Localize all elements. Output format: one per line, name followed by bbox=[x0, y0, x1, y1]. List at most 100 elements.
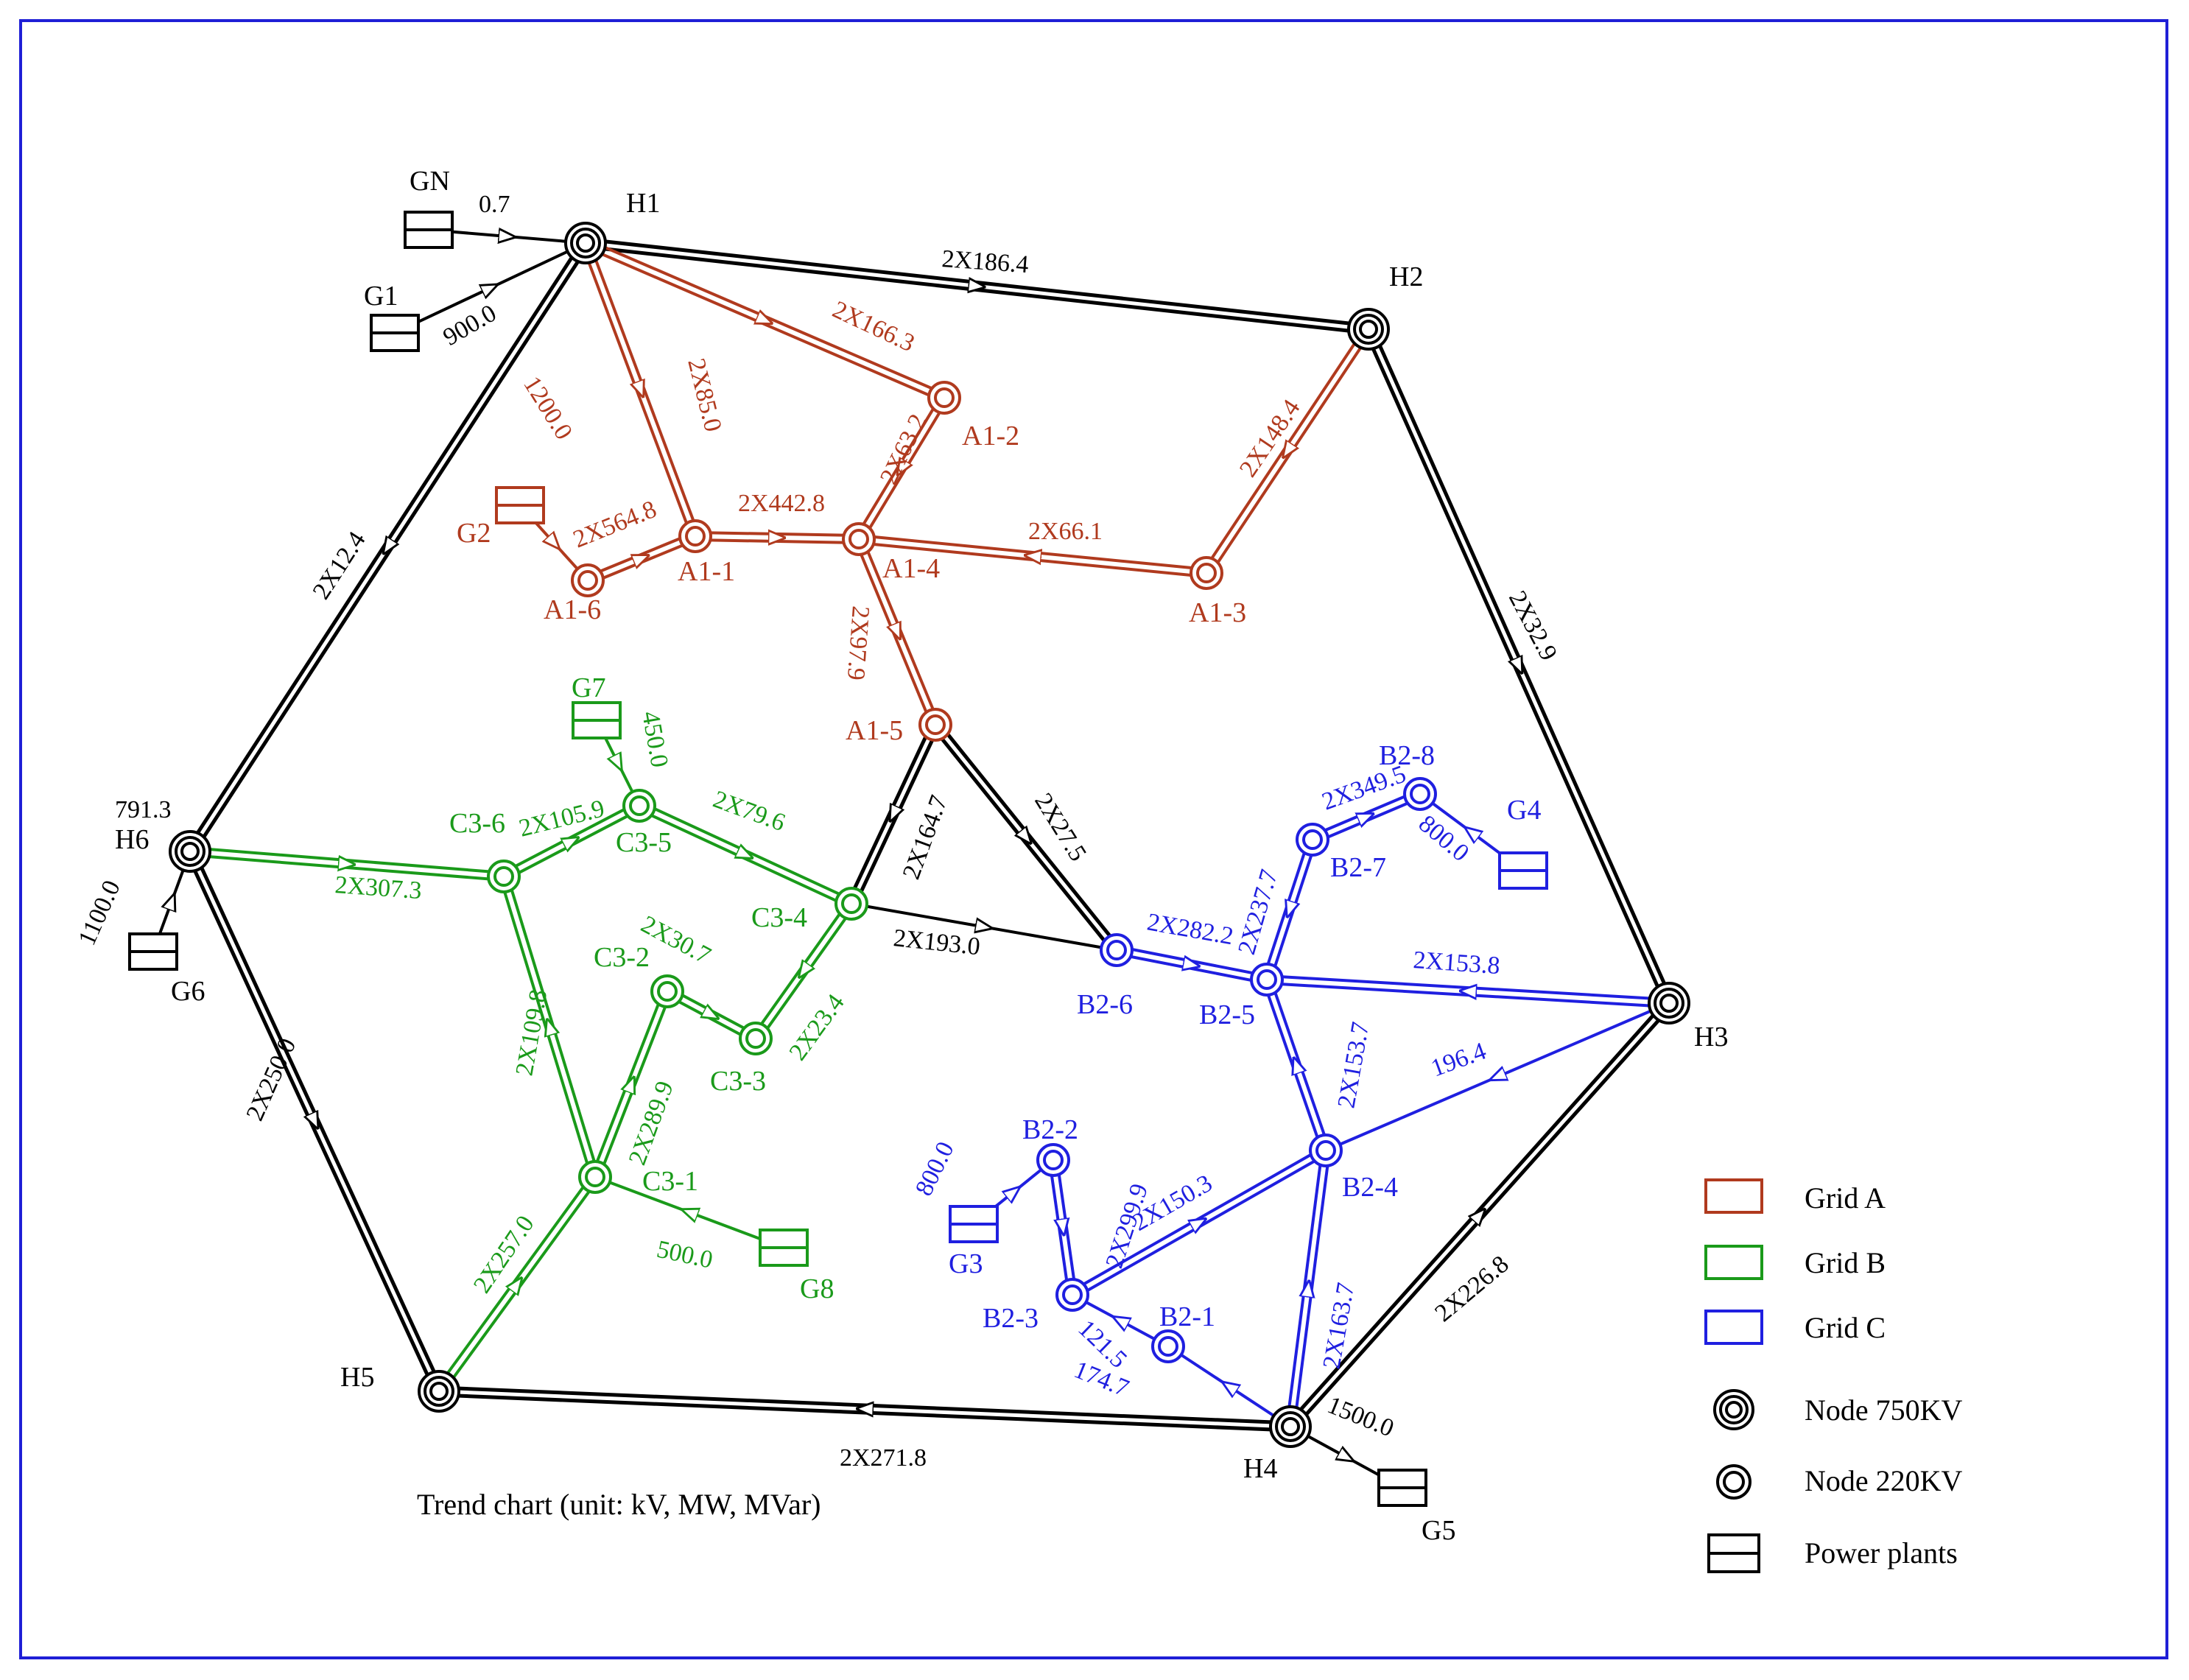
node-220kv-a1-2 bbox=[927, 381, 961, 415]
node-label-c3-6: C3-6 bbox=[449, 808, 505, 839]
node-220kv-b2-6 bbox=[1100, 933, 1134, 967]
plant-label-g2: G2 bbox=[457, 518, 491, 549]
node-label-c3-1: C3-1 bbox=[642, 1166, 698, 1197]
line-b2-1-b2-3 bbox=[1072, 1293, 1169, 1348]
node-220kv-c3-1 bbox=[578, 1160, 612, 1194]
line-a1-3-a1-4 bbox=[858, 534, 1207, 578]
flow-g3-b2-2: 800.0 bbox=[910, 1138, 960, 1201]
flow-a1-6-a1-1: 2X564.8 bbox=[569, 496, 660, 554]
flow-a1-1-a1-4: 2X442.8 bbox=[738, 490, 825, 517]
power-plant-g2-icon bbox=[495, 486, 545, 524]
line-b2-4-b2-5 bbox=[1262, 977, 1331, 1153]
node-label-c3-4: C3-4 bbox=[751, 902, 807, 933]
flow-g2-side: 1200.0 bbox=[518, 372, 577, 445]
node-750kv-h3 bbox=[1648, 982, 1690, 1024]
power-plant-g3-icon bbox=[949, 1205, 999, 1243]
line-c3-6-c3-5 bbox=[501, 801, 642, 882]
line-h3-b2-5 bbox=[1266, 974, 1670, 1008]
diagram-frame bbox=[19, 19, 2168, 1659]
power-plant-g6-icon bbox=[128, 932, 178, 971]
flow-h3-b2-5: 2X153.8 bbox=[1412, 946, 1500, 980]
plant-label-g3: G3 bbox=[949, 1248, 983, 1279]
node-label-c3-2: C3-2 bbox=[594, 942, 650, 973]
flow-a1-5-b2-6: 2X27.5 bbox=[1029, 789, 1092, 866]
line-h1-h6 bbox=[185, 239, 591, 855]
plant-label-g6: G6 bbox=[171, 976, 205, 1007]
legend-node-220kv-icon bbox=[1716, 1464, 1751, 1500]
node-750kv-h6 bbox=[169, 830, 211, 873]
line-c3-2-c3-3 bbox=[664, 986, 759, 1044]
legend-swatch-grid-b bbox=[1704, 1245, 1763, 1280]
line-b2-7-b2-5 bbox=[1262, 837, 1318, 982]
power-plants bbox=[128, 211, 1548, 1507]
line-a1-5-b2-6 bbox=[931, 721, 1121, 954]
line-h4-b2-4 bbox=[1285, 1150, 1331, 1427]
node-label-c3-5: C3-5 bbox=[616, 827, 672, 858]
flow-b2-6-b2-5: 2X282.2 bbox=[1145, 908, 1236, 950]
legend: Grid A Grid B Grid C Node 750KV Node 220… bbox=[1704, 1178, 1963, 1573]
line-h2-h3 bbox=[1363, 326, 1674, 1006]
node-label-a1-5: A1-5 bbox=[846, 715, 903, 746]
node-label-h3: H3 bbox=[1694, 1022, 1728, 1052]
node-label-b2-8: B2-8 bbox=[1379, 740, 1435, 771]
line-c3-4-c3-3 bbox=[751, 900, 856, 1042]
node-label-a1-6: A1-6 bbox=[544, 594, 601, 625]
node-220kv-b2-1 bbox=[1151, 1329, 1185, 1363]
flow-h5-c3-1: 2X257.0 bbox=[468, 1211, 540, 1298]
flow-h3-b2-4: 196.4 bbox=[1427, 1038, 1490, 1083]
line-g1-h1 bbox=[394, 242, 586, 334]
line-gn-h1 bbox=[428, 230, 586, 245]
line-h1-h2 bbox=[585, 237, 1369, 335]
power-plant-gn-icon bbox=[404, 211, 454, 249]
line-h2-a1-3 bbox=[1202, 326, 1373, 576]
flow-h1-h2: 2X186.4 bbox=[941, 245, 1029, 278]
node-750kv-h2 bbox=[1347, 308, 1390, 351]
grid-nodes bbox=[169, 222, 1690, 1448]
legend-label-grid-b: Grid B bbox=[1805, 1246, 1886, 1279]
node-label-b2-6: B2-6 bbox=[1077, 989, 1133, 1020]
node-750kv-h4 bbox=[1269, 1405, 1312, 1448]
flow-g4-b2-8: 800.0 bbox=[1413, 810, 1474, 868]
node-label-h4: H4 bbox=[1243, 1453, 1277, 1484]
plant-label-g8: G8 bbox=[800, 1273, 834, 1304]
node-220kv-b2-2 bbox=[1036, 1143, 1070, 1177]
legend-label-node-750kv: Node 750KV bbox=[1805, 1393, 1963, 1427]
node-label-b2-7: B2-7 bbox=[1330, 852, 1386, 883]
line-g8-c3-1 bbox=[594, 1175, 784, 1249]
plant-label-gn: GN bbox=[410, 166, 450, 197]
node-750kv-h5 bbox=[418, 1370, 460, 1413]
node-220kv-a1-4 bbox=[842, 522, 876, 556]
node-220kv-a1-3 bbox=[1190, 556, 1223, 590]
node-label-h2: H2 bbox=[1389, 261, 1423, 292]
flow-h4-h5: 2X271.8 bbox=[840, 1444, 927, 1472]
node-220kv-c3-4 bbox=[835, 887, 868, 921]
node-label-a1-1: A1-1 bbox=[678, 556, 735, 587]
line-h4-h5 bbox=[438, 1385, 1291, 1433]
node-220kv-c3-3 bbox=[739, 1022, 773, 1055]
node-220kv-b2-7 bbox=[1296, 823, 1329, 857]
flow-g6-h6: 1100.0 bbox=[74, 876, 126, 949]
node-label-b2-1: B2-1 bbox=[1159, 1301, 1215, 1332]
node-220kv-b2-4 bbox=[1309, 1134, 1343, 1167]
power-plant-g1-icon bbox=[370, 314, 420, 352]
flow-h6-value: 791.3 bbox=[115, 796, 172, 823]
node-label-h1: H1 bbox=[626, 188, 660, 219]
node-220kv-a1-5 bbox=[918, 708, 952, 742]
line-h4-b2-1 bbox=[1167, 1345, 1292, 1428]
line-a1-5-c3-4 bbox=[846, 722, 941, 907]
line-a1-2-a1-4 bbox=[854, 395, 949, 542]
line-h3-h4 bbox=[1286, 999, 1673, 1430]
node-220kv-a1-1 bbox=[678, 519, 712, 553]
line-c3-1-c3-2 bbox=[590, 989, 672, 1179]
flow-h2-h3: 2X32.9 bbox=[1503, 586, 1562, 665]
line-h1-a1-1 bbox=[580, 241, 700, 538]
flow-h1-a1-1: 2X85.0 bbox=[682, 356, 726, 435]
node-label-b2-2: B2-2 bbox=[1022, 1114, 1078, 1145]
flow-a1-4-a1-5: 2X97.9 bbox=[842, 605, 874, 681]
flow-g8-c3-1: 500.0 bbox=[654, 1236, 715, 1274]
line-h6-h5 bbox=[185, 848, 444, 1394]
legend-swatch-grid-c bbox=[1704, 1310, 1763, 1345]
legend-label-node-220kv: Node 220KV bbox=[1805, 1464, 1963, 1497]
legend-label-grid-c: Grid C bbox=[1805, 1311, 1886, 1344]
legend-node-750kv-icon bbox=[1713, 1389, 1754, 1430]
